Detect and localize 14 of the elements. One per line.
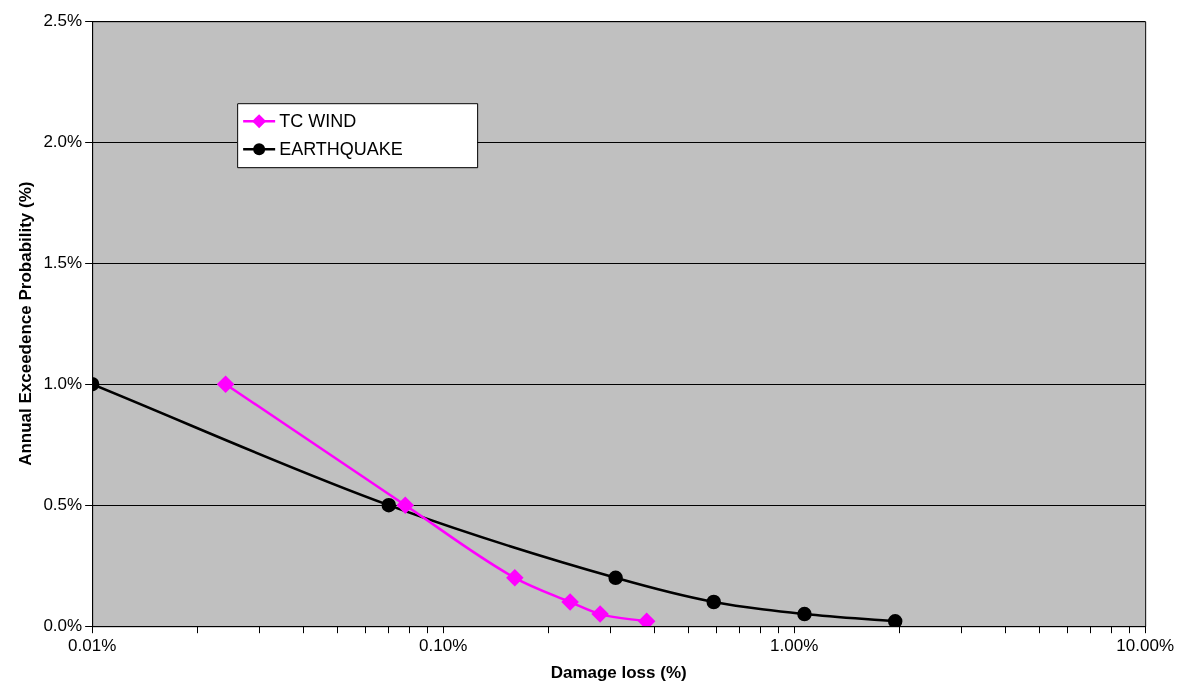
legend-label: TC WIND	[279, 111, 357, 132]
y-axis-title: Annual Exceedence Probability (%)	[15, 181, 35, 466]
x-tick-label: 1.00%	[770, 636, 819, 656]
x-tick-label: 0.10%	[419, 636, 468, 656]
legend-label: EARTHQUAKE	[279, 139, 403, 160]
y-tick-label: 0.5%	[43, 494, 83, 514]
y-tick-label: 1.5%	[43, 252, 83, 272]
y-tick-label: 0.0%	[43, 615, 83, 635]
y-tick-label: 2.5%	[43, 10, 83, 30]
x-tick-label: 0.01%	[68, 636, 117, 656]
x-axis-title: Damage loss (%)	[550, 663, 687, 683]
y-tick-label: 2.0%	[43, 131, 83, 151]
x-tick-label: 10.00%	[1116, 636, 1175, 656]
y-tick-label: 1.0%	[43, 373, 83, 393]
